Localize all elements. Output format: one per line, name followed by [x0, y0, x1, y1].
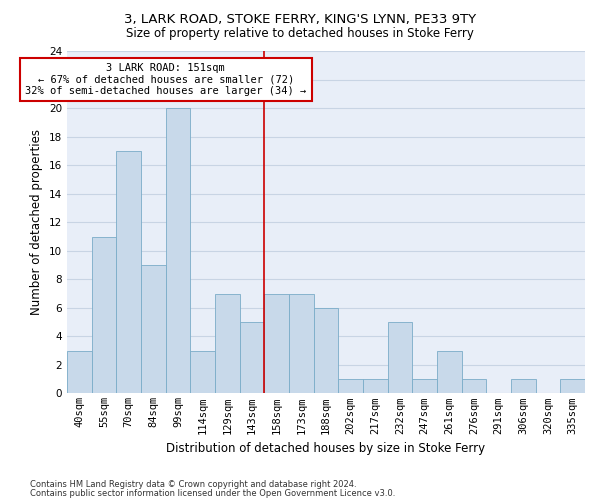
- Bar: [67, 350, 92, 394]
- Bar: [338, 379, 363, 394]
- Text: 3 LARK ROAD: 151sqm
← 67% of detached houses are smaller (72)
32% of semi-detach: 3 LARK ROAD: 151sqm ← 67% of detached ho…: [25, 63, 307, 96]
- Bar: [215, 294, 240, 394]
- Text: Contains public sector information licensed under the Open Government Licence v3: Contains public sector information licen…: [30, 488, 395, 498]
- Bar: [289, 294, 314, 394]
- Bar: [560, 379, 585, 394]
- Text: 3, LARK ROAD, STOKE FERRY, KING'S LYNN, PE33 9TY: 3, LARK ROAD, STOKE FERRY, KING'S LYNN, …: [124, 12, 476, 26]
- Bar: [511, 379, 536, 394]
- Bar: [92, 236, 116, 394]
- Bar: [437, 350, 461, 394]
- Bar: [166, 108, 190, 394]
- X-axis label: Distribution of detached houses by size in Stoke Ferry: Distribution of detached houses by size …: [166, 442, 485, 455]
- Bar: [314, 308, 338, 394]
- Bar: [265, 294, 289, 394]
- Bar: [461, 379, 487, 394]
- Bar: [388, 322, 412, 394]
- Text: Size of property relative to detached houses in Stoke Ferry: Size of property relative to detached ho…: [126, 28, 474, 40]
- Y-axis label: Number of detached properties: Number of detached properties: [31, 130, 43, 316]
- Bar: [363, 379, 388, 394]
- Bar: [240, 322, 265, 394]
- Bar: [141, 265, 166, 394]
- Bar: [116, 151, 141, 394]
- Bar: [190, 350, 215, 394]
- Text: Contains HM Land Registry data © Crown copyright and database right 2024.: Contains HM Land Registry data © Crown c…: [30, 480, 356, 489]
- Bar: [412, 379, 437, 394]
